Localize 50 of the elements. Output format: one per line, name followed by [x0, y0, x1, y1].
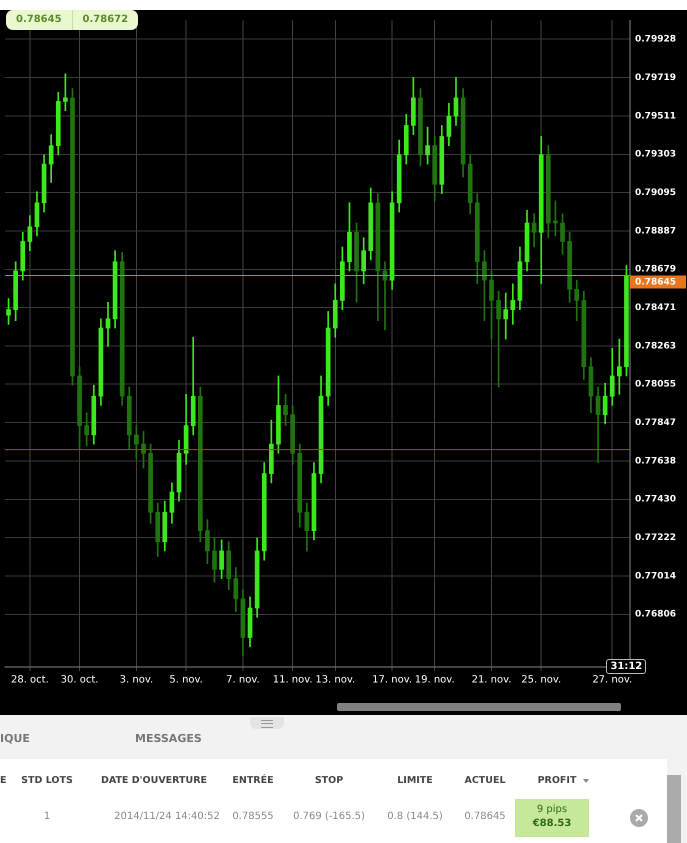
text: E [0, 775, 6, 786]
annotation: 31:12 [606, 659, 646, 674]
text: 2014/11/24 14:40:52 [114, 811, 220, 822]
x-tick-label: 21. nov. [472, 674, 512, 686]
y-tick-label: 0.78887 [635, 226, 676, 236]
y-tick-label: 0.78263 [635, 341, 676, 352]
y-tick-label: 0.79928 [635, 34, 676, 45]
text: €88.53 [532, 818, 572, 829]
text: 1 [44, 811, 50, 822]
x-tick-label: 11. nov. [272, 674, 313, 686]
y-tick-label: 0.79511 [635, 111, 676, 122]
y-tick-label: 0.77638 [635, 456, 676, 466]
x-tick-label: 30. oct. [60, 674, 98, 686]
y-tick-label: 0.79095 [635, 188, 676, 198]
x-tick-label: 27. nov. [592, 674, 632, 686]
x-tick-label: 5. nov. [169, 674, 203, 686]
text: STOP [314, 775, 344, 786]
text: STD LOTS [21, 775, 73, 786]
y-tick-label: 0.78055 [635, 380, 676, 390]
y-tick-label: 0.77430 [635, 494, 676, 505]
y-tick-label: 0.77014 [635, 571, 676, 582]
text: 0.8 (144.5) [387, 811, 443, 822]
text: IQUE [0, 732, 30, 745]
text: ACTUEL [464, 775, 506, 786]
x-tick-label: 28. oct. [10, 674, 49, 686]
text: 9 pips [536, 804, 568, 815]
y-tick-label: 0.77222 [635, 533, 676, 544]
text: MESSAGES [135, 732, 202, 745]
y-tick-label: 0.79719 [635, 73, 676, 84]
text: 0.78645 [464, 811, 506, 822]
annotation: 0.78672 [72, 10, 138, 30]
y-tick-label: 0.77847 [635, 418, 676, 428]
text: 0.769 (-165.5) [293, 811, 365, 822]
text: LIMITE [397, 775, 433, 786]
text: PROFIT [538, 775, 576, 786]
x-tick-label: 25. nov. [521, 674, 562, 686]
x-tick-label: 19. nov. [414, 674, 455, 686]
text: DATE D'OUVERTURE [100, 775, 208, 786]
y-tick-label: 0.78679 [635, 264, 676, 275]
y-tick-label: 0.76806 [635, 610, 676, 620]
y-tick-label: 0.78471 [635, 302, 676, 313]
x-tick-label: 17. nov. [372, 674, 412, 686]
x-tick-label: 13. nov. [315, 674, 356, 686]
ref-line-label: 0.78645 [635, 277, 676, 288]
text: ENTRÉE [232, 775, 274, 786]
y-tick-label: 0.79303 [635, 150, 676, 160]
text: 0.78555 [232, 811, 274, 822]
x-tick-label: 3. nov. [120, 674, 154, 686]
annotation: 0.78645 [15, 13, 63, 27]
x-tick-label: 7. nov. [226, 674, 260, 686]
